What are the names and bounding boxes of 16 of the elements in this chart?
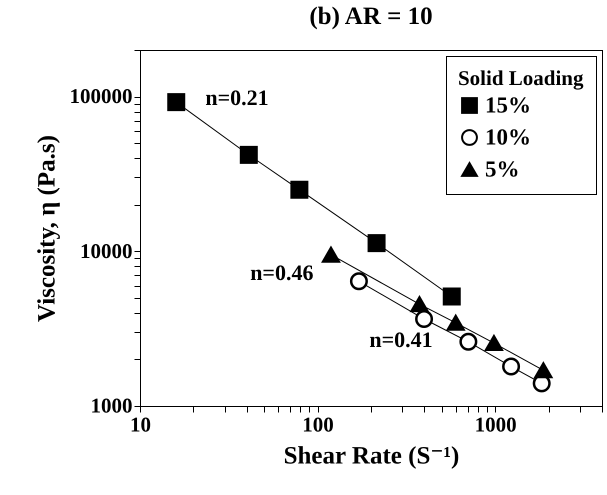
y-axis-title: Viscosity, η (Pa.s) — [34, 135, 60, 322]
legend-label: 5% — [485, 156, 520, 182]
x-tick-label: 1000 — [474, 412, 517, 436]
legend-title: Solid Loading — [458, 66, 584, 90]
y-tick-label: 100000 — [70, 84, 132, 108]
y-tick-label: 10000 — [80, 238, 132, 263]
y-tick-label: 1000 — [90, 394, 132, 418]
legend-label: 15% — [485, 92, 531, 118]
chart-title: (b) AR = 10 — [309, 3, 433, 30]
x-tick-label: 10 — [130, 412, 151, 436]
annotation: n=0.21 — [205, 85, 269, 110]
annotation: n=0.41 — [369, 327, 433, 352]
annotation: n=0.46 — [250, 260, 314, 285]
x-axis-title: Shear Rate (S⁻¹) — [284, 442, 460, 470]
legend-label: 10% — [485, 124, 531, 150]
x-tick-label: 100 — [302, 412, 334, 436]
